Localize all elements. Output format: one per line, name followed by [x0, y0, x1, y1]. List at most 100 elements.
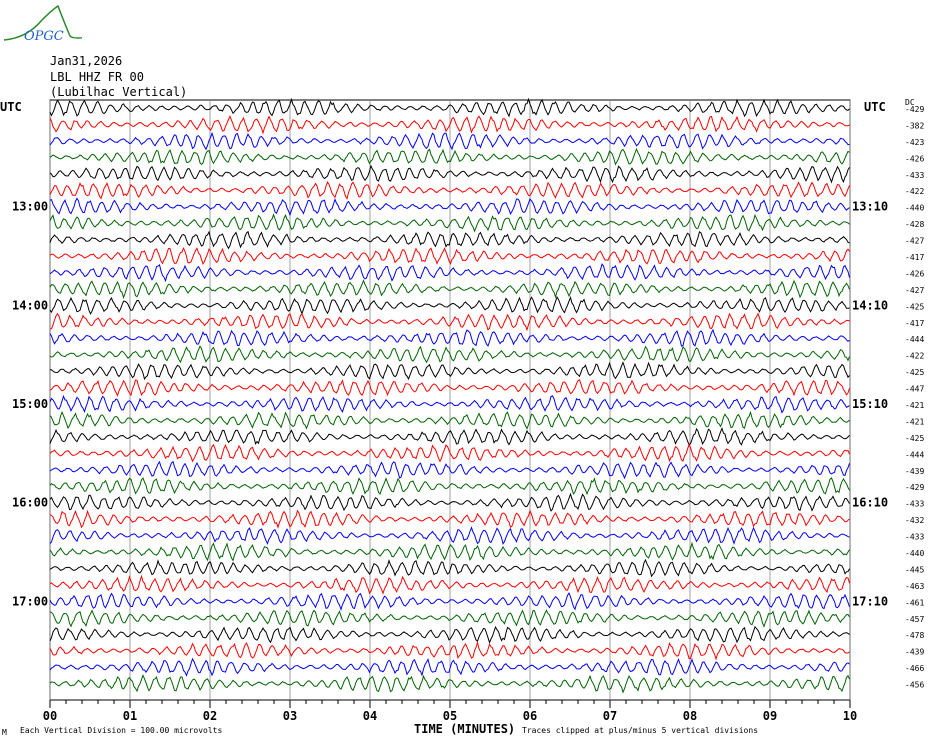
station-label: (Lubilhac Vertical)	[50, 85, 188, 99]
clip-note: Traces clipped at plus/minus 5 vertical …	[522, 726, 759, 735]
dc-offset: -421	[905, 401, 924, 410]
trace-row-10	[49, 263, 850, 283]
trace-row-5	[49, 180, 850, 200]
right-time-label: 14:10	[852, 298, 888, 312]
trace-row-17	[49, 379, 850, 397]
x-axis-label: TIME (MINUTES)	[414, 722, 516, 736]
trace-row-13	[49, 312, 850, 332]
dc-offset: -466	[905, 664, 924, 673]
dc-offset: -417	[905, 253, 924, 262]
trace-row-31	[49, 609, 850, 628]
dc-offset: -456	[905, 681, 924, 690]
trace-row-7	[49, 213, 850, 233]
dc-offset: -478	[905, 631, 924, 640]
dc-offset: -439	[905, 467, 924, 476]
dc-offset: -447	[905, 385, 924, 394]
dc-offset: -433	[905, 533, 924, 542]
corner-mark: M	[2, 728, 7, 737]
dc-offset: -440	[905, 204, 924, 213]
trace-row-14	[49, 328, 850, 347]
trace-row-0	[49, 97, 850, 118]
trace-row-30	[49, 592, 850, 612]
dc-offset: -444	[905, 335, 924, 344]
x-tick-label: 09	[763, 709, 777, 723]
dc-label: DC	[905, 98, 915, 107]
x-tick-label: 05	[443, 709, 457, 723]
left-time-label: 14:00	[12, 298, 48, 312]
trace-row-28	[49, 558, 850, 578]
dc-offset: -421	[905, 417, 924, 426]
trace-row-20	[49, 426, 850, 446]
dc-offset: -426	[905, 154, 924, 163]
trace-row-23	[49, 477, 850, 496]
dc-offset: -417	[905, 319, 924, 328]
left-time-label: 16:00	[12, 496, 48, 510]
trace-row-9	[49, 246, 850, 266]
dc-offset: -433	[905, 500, 924, 509]
trace-row-15	[49, 345, 850, 364]
utc-right-label: UTC	[864, 100, 886, 114]
dc-offset: -382	[905, 121, 924, 130]
dc-offset: -429	[905, 105, 924, 114]
left-time-label: 15:00	[12, 397, 48, 411]
trace-row-18	[49, 394, 850, 414]
right-time-label: 16:10	[852, 496, 888, 510]
trace-row-19	[49, 410, 850, 430]
dc-offset: -426	[905, 269, 924, 278]
x-tick-label: 01	[123, 709, 137, 723]
trace-row-16	[49, 361, 850, 381]
right-time-label: 13:10	[852, 200, 888, 214]
dc-offset: -432	[905, 516, 924, 525]
dc-offset: -422	[905, 352, 924, 361]
trace-row-32	[49, 625, 850, 644]
dc-offset: -444	[905, 450, 924, 459]
trace-row-29	[49, 574, 850, 595]
x-tick-label: 03	[283, 709, 297, 723]
svg-text:OPGC: OPGC	[24, 29, 64, 44]
trace-row-35	[49, 674, 850, 694]
x-tick-label: 00	[43, 709, 57, 723]
dc-offset: -427	[905, 286, 924, 295]
trace-row-8	[49, 230, 850, 250]
left-time-label: 13:00	[12, 200, 48, 214]
dc-offset: -439	[905, 648, 924, 657]
dc-offset: -457	[905, 615, 924, 624]
dc-offset: -445	[905, 565, 924, 574]
trace-row-11	[49, 279, 850, 300]
dc-offset: -422	[905, 187, 924, 196]
trace-row-4	[49, 164, 850, 184]
trace-row-33	[49, 640, 850, 661]
x-tick-label: 06	[523, 709, 537, 723]
utc-left-label: UTC	[0, 100, 22, 114]
dc-offset: -463	[905, 582, 924, 591]
trace-row-24	[49, 492, 850, 512]
dc-offset: -440	[905, 549, 924, 558]
division-note: Each Vertical Division = 100.00 microvol…	[20, 726, 223, 735]
channel-label: LBL HHZ FR 00	[50, 70, 144, 84]
opgc-logo: OPGC	[2, 2, 95, 47]
trace-row-1	[49, 115, 850, 135]
dc-offset: -427	[905, 237, 924, 246]
dc-offset: -428	[905, 220, 924, 229]
dc-offset: -425	[905, 434, 924, 443]
x-tick-label: 10	[843, 709, 857, 723]
x-tick-label: 07	[603, 709, 617, 723]
x-tick-label: 04	[363, 709, 377, 723]
left-time-label: 17:00	[12, 594, 48, 608]
trace-row-27	[49, 541, 850, 562]
dc-offset: -433	[905, 171, 924, 180]
trace-row-34	[49, 657, 850, 677]
trace-row-3	[49, 147, 850, 166]
trace-row-21	[49, 443, 850, 463]
dc-offset: -429	[905, 483, 924, 492]
dc-offset: -425	[905, 368, 924, 377]
date-label: Jan31,2026	[50, 54, 123, 68]
trace-row-25	[49, 509, 850, 529]
dc-offset: -423	[905, 138, 924, 147]
trace-row-6	[49, 197, 850, 217]
trace-row-26	[49, 526, 850, 546]
right-time-label: 15:10	[852, 397, 888, 411]
dc-offset: -461	[905, 598, 924, 607]
x-tick-label: 08	[683, 709, 697, 723]
